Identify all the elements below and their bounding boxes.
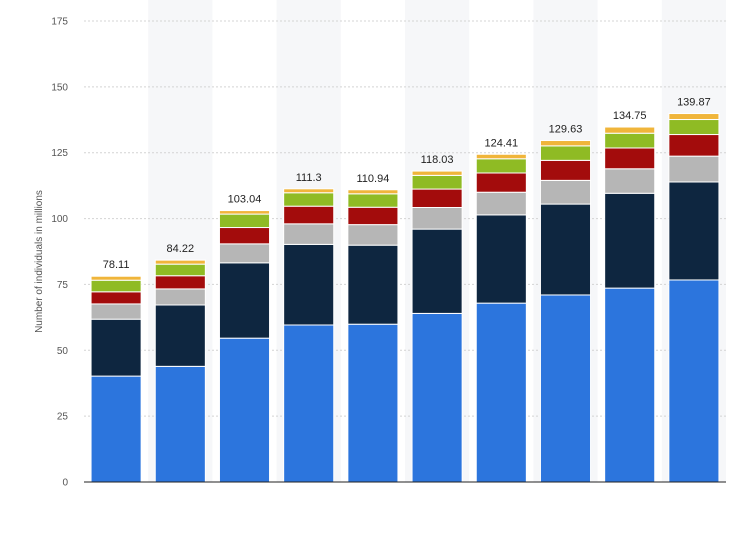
bar-segment[interactable] — [90, 291, 142, 305]
bar-segment[interactable] — [154, 263, 206, 277]
bar-segment[interactable] — [604, 168, 656, 194]
gridlines — [84, 20, 726, 417]
bar-segment[interactable] — [218, 243, 271, 264]
bar-segment[interactable] — [475, 302, 527, 483]
bar-segment[interactable] — [411, 188, 463, 209]
bar-segment[interactable] — [283, 188, 335, 194]
bar-segment[interactable] — [90, 375, 142, 483]
total-label: 110.94 — [356, 173, 389, 185]
bar-segment[interactable] — [347, 323, 399, 483]
bar-segment[interactable] — [668, 134, 720, 157]
bar-segment[interactable] — [218, 227, 271, 245]
bar-segment[interactable] — [154, 275, 206, 290]
y-tick-label: 100 — [51, 214, 68, 225]
bar-segment[interactable] — [90, 318, 142, 377]
total-label: 129.63 — [549, 124, 583, 136]
bar-segment[interactable] — [411, 207, 463, 230]
y-tick-label: 75 — [57, 280, 69, 291]
bar-segment[interactable] — [411, 170, 463, 176]
y-tick-label: 50 — [57, 346, 69, 357]
total-label: 111.3 — [296, 172, 322, 184]
y-tick-label: 125 — [51, 148, 68, 159]
bar-segment[interactable] — [668, 279, 720, 483]
bar-segment[interactable] — [347, 224, 399, 246]
bar-segment[interactable] — [539, 140, 592, 147]
bar-segment[interactable] — [90, 303, 142, 320]
bar-segment[interactable] — [475, 214, 527, 304]
y-tick-label: 0 — [62, 478, 68, 489]
bar-segment[interactable] — [604, 126, 656, 134]
y-axis-label: Number of individuals in millions — [34, 190, 45, 333]
y-axis-ticks: 0 25 50 75 100 125 150 175 — [51, 17, 68, 489]
bar-segment[interactable] — [90, 279, 142, 293]
bar-segment[interactable] — [283, 243, 335, 326]
bar-segment[interactable] — [90, 275, 142, 281]
y-tick-label: 25 — [57, 412, 69, 423]
bar-segment[interactable] — [475, 191, 527, 216]
bar-segment[interactable] — [411, 174, 463, 190]
y-tick-label: 150 — [51, 82, 68, 93]
total-labels: 78.11 84.22 103.04 111.3 110.94 118.03 124.41 1… — [103, 97, 711, 272]
bar-segment[interactable] — [475, 158, 527, 174]
bar-segment[interactable] — [668, 113, 720, 121]
y-tick-label: 175 — [51, 17, 68, 28]
bar-segment[interactable] — [604, 287, 656, 483]
total-label: 84.22 — [167, 243, 195, 255]
total-label: 139.87 — [677, 97, 711, 109]
bar-segment[interactable] — [218, 210, 271, 215]
bar-segment[interactable] — [668, 155, 720, 183]
bar-segment[interactable] — [604, 132, 656, 149]
bar-segment[interactable] — [154, 288, 206, 306]
bar-segment[interactable] — [539, 203, 592, 296]
total-label: 78.11 — [103, 259, 130, 271]
bar-segment[interactable] — [218, 262, 271, 339]
bar-segment[interactable] — [604, 192, 656, 289]
bar-segment[interactable] — [411, 228, 463, 314]
bar-segment[interactable] — [347, 244, 399, 325]
total-label: 118.03 — [421, 154, 454, 166]
bar-segment[interactable] — [218, 337, 271, 483]
bar-segment[interactable] — [475, 172, 527, 193]
bar-segment[interactable] — [283, 223, 335, 245]
bar-segment[interactable] — [539, 179, 592, 205]
bar-segment[interactable] — [668, 119, 720, 136]
bar-segment[interactable] — [668, 181, 720, 281]
bar-segment[interactable] — [154, 365, 206, 483]
bar-segment[interactable] — [539, 145, 592, 161]
total-label: 134.75 — [613, 110, 647, 122]
bar-segment[interactable] — [347, 206, 399, 226]
bar-segment[interactable] — [154, 259, 206, 265]
bar-segment[interactable] — [283, 324, 335, 483]
total-label: 103.04 — [228, 194, 262, 206]
bar-segment[interactable] — [283, 205, 335, 225]
bar-segment[interactable] — [283, 192, 335, 207]
bar-segment[interactable] — [347, 193, 399, 208]
bar-segment[interactable] — [218, 213, 271, 229]
bar-segment[interactable] — [475, 153, 527, 160]
bar-segment[interactable] — [604, 147, 656, 170]
bar-segment[interactable] — [154, 304, 206, 367]
bar-segment[interactable] — [411, 312, 463, 483]
bar-segment[interactable] — [347, 189, 399, 195]
total-label: 124.41 — [484, 137, 518, 149]
bars — [90, 113, 720, 483]
bar-segment[interactable] — [539, 159, 592, 181]
bar-segment[interactable] — [539, 294, 592, 483]
